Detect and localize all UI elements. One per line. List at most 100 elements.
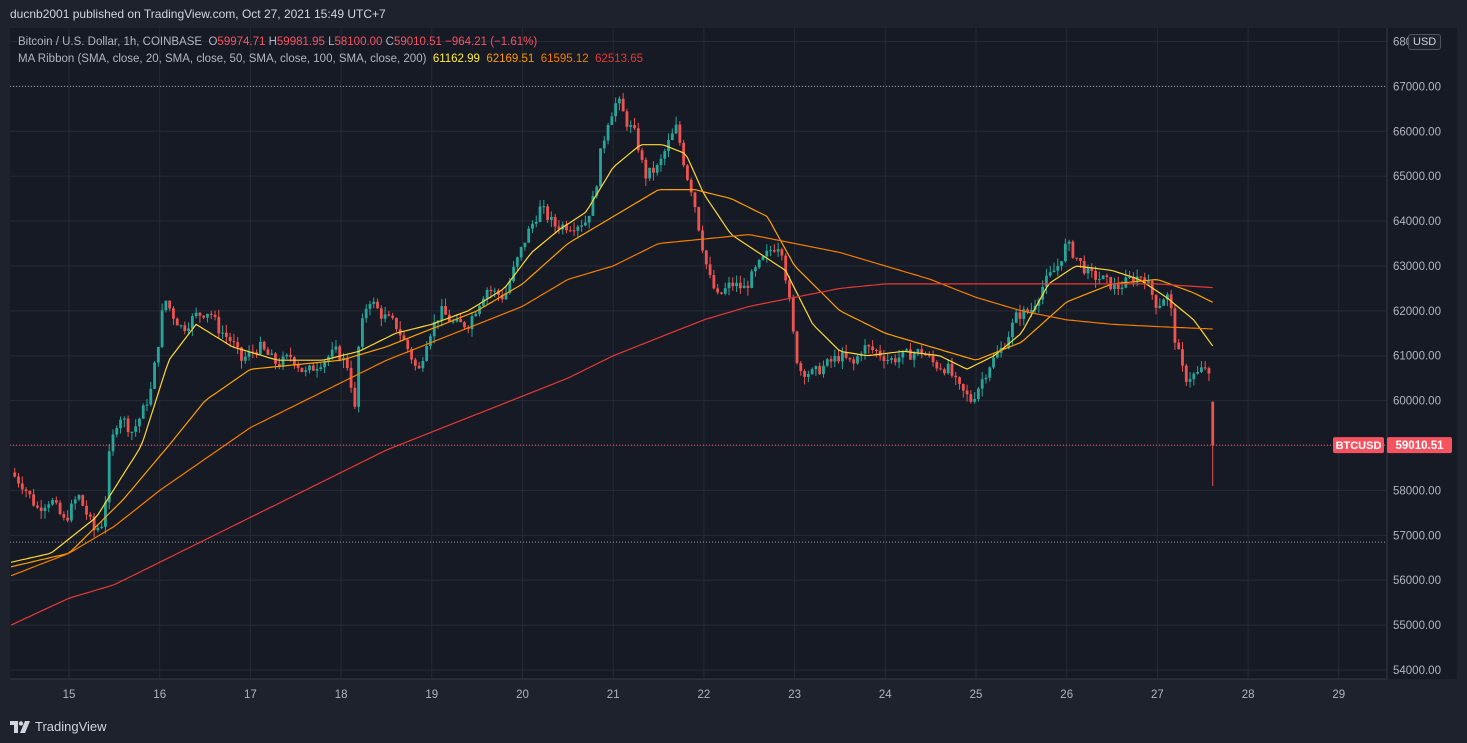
candle-body bbox=[920, 349, 924, 354]
candle-body bbox=[943, 369, 946, 374]
candle-body bbox=[950, 363, 954, 376]
candle-body bbox=[292, 357, 296, 365]
x-tick-label: 29 bbox=[1332, 689, 1345, 701]
symbol-tag bbox=[1333, 437, 1384, 454]
candle-body bbox=[629, 125, 633, 127]
legend: Bitcoin / U.S. Dollar, 1h, COINBASE O599… bbox=[18, 34, 643, 68]
candle-body bbox=[746, 285, 750, 288]
candle-body bbox=[500, 294, 504, 300]
candle-body bbox=[175, 318, 179, 326]
x-tick-label: 19 bbox=[425, 689, 438, 701]
candle-body bbox=[209, 313, 213, 315]
candle-body bbox=[565, 224, 568, 231]
legend-symbol-row: Bitcoin / U.S. Dollar, 1h, COINBASE O599… bbox=[18, 34, 643, 51]
candle-body bbox=[232, 341, 236, 343]
candle-body bbox=[523, 242, 527, 248]
candle-body bbox=[228, 336, 232, 342]
candle-body bbox=[36, 505, 39, 508]
candle-body bbox=[977, 388, 980, 400]
candle-body bbox=[190, 316, 194, 329]
candle-body bbox=[1097, 279, 1101, 281]
candle-body bbox=[840, 352, 844, 362]
candle-body bbox=[334, 346, 338, 350]
ma50-line bbox=[10, 189, 1213, 568]
candle-body bbox=[512, 266, 515, 282]
candle-body bbox=[1007, 337, 1011, 349]
symbol-tag-label: BTCUSD bbox=[1336, 440, 1382, 452]
x-tick-label: 22 bbox=[698, 689, 711, 701]
x-tick-label: 26 bbox=[1060, 689, 1073, 701]
candle-body bbox=[708, 264, 712, 276]
candle-body bbox=[20, 483, 24, 490]
candle-body bbox=[485, 289, 489, 299]
candle-body bbox=[1120, 287, 1124, 290]
currency-button[interactable]: USD bbox=[1408, 34, 1442, 50]
candle-body bbox=[863, 345, 867, 354]
candle-body bbox=[172, 308, 175, 319]
candle-body bbox=[395, 317, 398, 330]
candle-body bbox=[935, 362, 939, 369]
candle-body bbox=[916, 349, 920, 354]
plot-background bbox=[10, 28, 1387, 679]
candle-body bbox=[1071, 241, 1075, 258]
candle-body bbox=[111, 434, 115, 452]
candle-body bbox=[96, 527, 100, 531]
candle-body bbox=[1056, 266, 1060, 271]
candle-body bbox=[281, 356, 285, 367]
y-tick-label: 60000.00 bbox=[1393, 396, 1441, 408]
candle-body bbox=[848, 357, 852, 360]
candle-body bbox=[1139, 276, 1143, 278]
y-tick-label: 67000.00 bbox=[1393, 81, 1441, 93]
chart-area[interactable]: 54000.00 55000.00 56000.00 57000.00 58000.00… bbox=[10, 28, 1457, 708]
tradingview-brand[interactable]: TradingView bbox=[10, 719, 107, 734]
candle-body bbox=[527, 228, 531, 243]
candle-body bbox=[1052, 270, 1056, 273]
candle-body bbox=[432, 322, 436, 337]
candle-body bbox=[818, 366, 822, 375]
candle-body bbox=[674, 124, 678, 134]
candle-body bbox=[1162, 299, 1165, 306]
candle-body bbox=[493, 290, 497, 292]
candle-body bbox=[572, 230, 576, 232]
candle-body bbox=[553, 217, 557, 227]
legend-ma50: 62169.51 bbox=[486, 53, 535, 65]
candle-body bbox=[829, 359, 833, 362]
candle-body bbox=[686, 165, 689, 180]
candle-body bbox=[156, 346, 160, 363]
candle-body bbox=[731, 282, 735, 287]
candle-body bbox=[610, 116, 614, 125]
candle-body bbox=[633, 125, 636, 129]
brand-name: TradingView bbox=[35, 719, 107, 734]
candle-body bbox=[149, 388, 153, 405]
candle-body bbox=[425, 345, 429, 361]
candle-body bbox=[119, 419, 122, 429]
candle-body bbox=[262, 341, 266, 350]
candle-body bbox=[765, 250, 769, 257]
candle-body bbox=[251, 351, 255, 353]
price-chart[interactable]: 54000.00 55000.00 56000.00 57000.00 58000.00… bbox=[10, 28, 1457, 708]
candle-body bbox=[591, 196, 595, 216]
candle-body bbox=[323, 360, 327, 368]
candle-body bbox=[644, 159, 648, 179]
candle-body bbox=[141, 405, 145, 419]
candle-body bbox=[311, 365, 315, 371]
x-tick-label: 20 bbox=[516, 689, 529, 701]
candle-body bbox=[130, 431, 134, 433]
candle-body bbox=[973, 399, 977, 402]
candle-body bbox=[803, 370, 806, 377]
legend-ma-name: MA Ribbon (SMA, close, 20, SMA, close, 5… bbox=[18, 53, 427, 65]
candle-body bbox=[168, 300, 172, 309]
candle-body bbox=[357, 346, 361, 407]
legend-ma-row: MA Ribbon (SMA, close, 20, SMA, close, 5… bbox=[18, 51, 643, 68]
candle-body bbox=[66, 517, 70, 521]
candle-body bbox=[145, 404, 149, 406]
candle-body bbox=[890, 358, 893, 360]
candle-body bbox=[489, 289, 493, 292]
last-price-tag bbox=[1387, 437, 1452, 454]
candle-body bbox=[504, 292, 508, 300]
candle-body bbox=[587, 215, 591, 223]
candle-body bbox=[772, 250, 776, 252]
legend-low-label: L bbox=[328, 36, 335, 48]
candle-body bbox=[213, 314, 217, 317]
x-tick-label: 17 bbox=[244, 689, 257, 701]
